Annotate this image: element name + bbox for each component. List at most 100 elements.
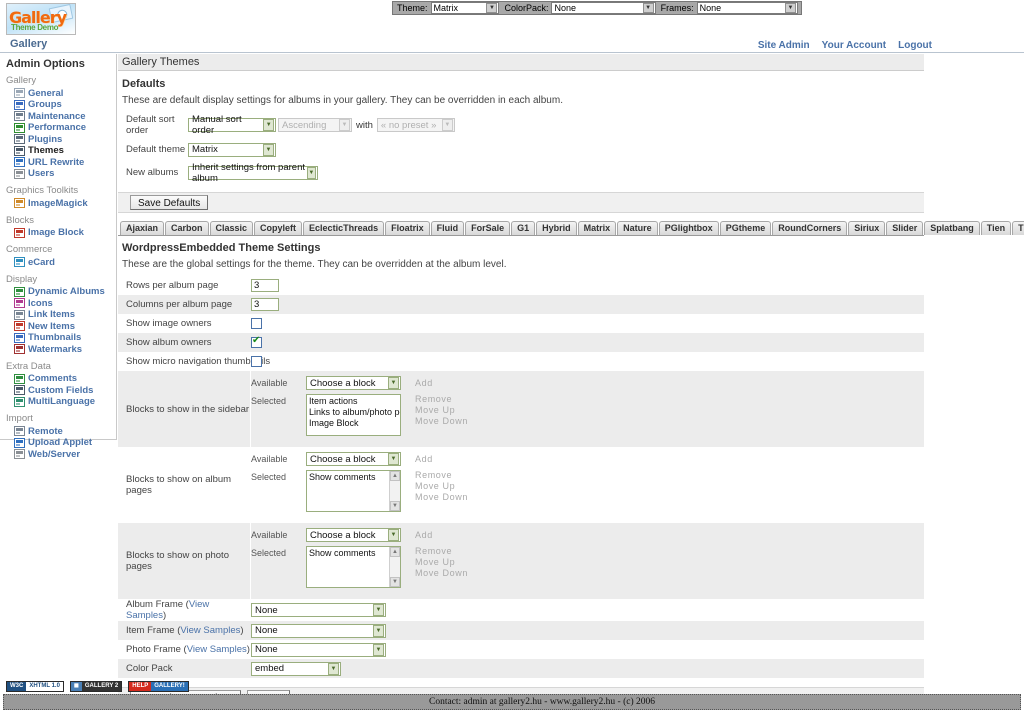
album-frame-view-samples-link[interactable]: View Samples: [126, 599, 210, 621]
tab-matrix[interactable]: Matrix: [577, 221, 617, 235]
item-frame-select[interactable]: None ▼: [251, 623, 386, 638]
color-pack-select[interactable]: embed ▼: [251, 661, 341, 676]
tab-siriux[interactable]: Siriux: [848, 221, 886, 235]
site-admin-link[interactable]: Site Admin: [757, 40, 810, 51]
add-block-button[interactable]: Add: [415, 454, 433, 464]
tab-ajaxian[interactable]: Ajaxian: [120, 221, 165, 235]
tab-forsale[interactable]: ForSale: [465, 221, 511, 235]
scroll-down-icon[interactable]: ▼: [390, 577, 400, 587]
tab-slider[interactable]: Slider: [886, 221, 924, 235]
save-defaults-button[interactable]: Save Defaults: [130, 195, 209, 210]
sidebar-item-themes[interactable]: Themes: [6, 145, 116, 158]
rows-per-page-input[interactable]: 3: [251, 279, 279, 292]
breadcrumb[interactable]: Gallery: [10, 38, 48, 50]
tab-g1[interactable]: G1: [511, 221, 536, 235]
move-up-button[interactable]: Move Up: [415, 557, 456, 567]
selected-block-item[interactable]: Show comments: [309, 472, 376, 482]
move-up-button[interactable]: Move Up: [415, 405, 456, 415]
selected-block-item[interactable]: Image Block: [309, 418, 359, 428]
your-account-link[interactable]: Your Account: [821, 40, 887, 51]
move-down-button[interactable]: Move Down: [415, 568, 468, 578]
sidebar-item-general[interactable]: General: [6, 88, 116, 100]
add-block-button[interactable]: Add: [415, 530, 433, 540]
tab-copyleft[interactable]: Copyleft: [254, 221, 303, 235]
cols-per-page-input[interactable]: 3: [251, 298, 279, 311]
tab-tien[interactable]: Tien: [980, 221, 1012, 235]
sidebar-item-new-items[interactable]: New Items: [6, 321, 116, 333]
sidebar-item-comments[interactable]: Comments: [6, 373, 116, 386]
tab-pglightbox[interactable]: PGlightbox: [658, 221, 719, 235]
selected-block-item[interactable]: Show comments: [309, 548, 376, 558]
scroll-up-icon[interactable]: ▲: [390, 471, 400, 481]
sidebar-item-icons[interactable]: Icons: [6, 298, 116, 310]
preset-select[interactable]: « no preset » ▼: [376, 118, 455, 132]
new-albums-select[interactable]: Inherit settings from parent album ▼: [188, 162, 318, 184]
sidebar-item-link-items[interactable]: Link Items: [6, 309, 116, 322]
add-block-button[interactable]: Add: [415, 378, 433, 388]
tab-floatrix[interactable]: Floatrix: [385, 221, 430, 235]
tab-nature[interactable]: Nature: [617, 221, 658, 235]
selected-block-item[interactable]: Links to album/photo peers: [309, 407, 400, 417]
sidebar-item-thumbnails[interactable]: Thumbnails: [6, 332, 116, 345]
sidebar-item-plugins[interactable]: Plugins: [6, 134, 116, 146]
sidebar-item-ecard[interactable]: eCard: [6, 257, 116, 269]
default-theme-select[interactable]: Matrix ▼: [188, 142, 276, 157]
item-frame-view-samples-link[interactable]: View Samples: [180, 625, 241, 636]
photo-frame-view-samples-link[interactable]: View Samples: [186, 644, 247, 655]
scroll-down-icon[interactable]: ▼: [390, 501, 400, 511]
sidebar-item-performance[interactable]: Performance: [6, 122, 116, 135]
tab-pgtheme[interactable]: PGtheme: [719, 221, 772, 235]
tab-splatbang[interactable]: Splatbang: [924, 221, 980, 235]
tab-tile[interactable]: Tile: [1012, 221, 1024, 235]
sort-direction-select[interactable]: Ascending ▼: [278, 118, 352, 132]
move-up-button[interactable]: Move Up: [415, 481, 456, 491]
sidebar-item-web-server[interactable]: Web/Server: [6, 449, 116, 461]
scroll-up-icon[interactable]: ▲: [390, 547, 400, 557]
move-down-button[interactable]: Move Down: [415, 492, 468, 502]
sidebar-item-dynamic-albums[interactable]: Dynamic Albums: [6, 286, 116, 299]
sidebar-item-image-block[interactable]: Image Block: [6, 227, 116, 240]
album-frame-select[interactable]: None ▼: [251, 603, 386, 617]
listbox-scrollbar[interactable]: ▲ ▼: [389, 547, 400, 587]
sidebar-item-upload-applet[interactable]: Upload Applet: [6, 437, 116, 450]
sidebar-item-watermarks[interactable]: Watermarks: [6, 344, 116, 356]
listbox-scrollbar[interactable]: ▲ ▼: [389, 471, 400, 511]
selected-blocks-listbox[interactable]: Show comments ▲ ▼: [306, 470, 401, 512]
sidebar-item-multilanguage[interactable]: MultiLanguage: [6, 396, 116, 409]
help-gallery-badge[interactable]: HELP GALLERY!: [128, 681, 189, 692]
selected-blocks-listbox[interactable]: Show comments ▲ ▼: [306, 546, 401, 588]
available-block-select[interactable]: Choose a block ▼: [306, 376, 401, 390]
sidebar-item-imagemagick[interactable]: ImageMagick: [6, 198, 116, 210]
gallery2-badge[interactable]: ◼ GALLERY 2: [69, 681, 123, 692]
show-micro-nav-checkbox[interactable]: [251, 356, 262, 367]
photo-frame-select[interactable]: None ▼: [251, 642, 386, 657]
tab-hybrid[interactable]: Hybrid: [536, 221, 577, 235]
tab-eclecticthreads[interactable]: EclecticThreads: [303, 221, 385, 235]
available-block-select[interactable]: Choose a block ▼: [306, 452, 401, 466]
tab-classic[interactable]: Classic: [209, 221, 254, 235]
sidebar-item-custom-fields[interactable]: Custom Fields: [6, 385, 116, 397]
selected-block-item[interactable]: Item actions: [309, 396, 358, 406]
available-block-select[interactable]: Choose a block ▼: [306, 528, 401, 542]
remove-block-button[interactable]: Remove: [415, 394, 453, 404]
remove-block-button[interactable]: Remove: [415, 470, 453, 480]
colorpack-select[interactable]: None ▼: [551, 2, 656, 14]
logout-link[interactable]: Logout: [898, 40, 932, 51]
sidebar-item-remote[interactable]: Remote: [6, 426, 116, 438]
tab-roundcorners[interactable]: RoundCorners: [772, 221, 848, 235]
frames-select[interactable]: None ▼: [696, 2, 798, 14]
theme-select[interactable]: Matrix ▼: [430, 2, 500, 14]
sidebar-item-url-rewrite[interactable]: URL Rewrite: [6, 157, 116, 169]
tab-carbon[interactable]: Carbon: [165, 221, 209, 235]
sort-order-select[interactable]: Manual sort order ▼: [188, 114, 276, 136]
sidebar-item-groups[interactable]: Groups: [6, 99, 116, 112]
tab-fluid[interactable]: Fluid: [430, 221, 465, 235]
w3c-xhtml-badge[interactable]: W3C XHTML 1.0: [6, 681, 64, 692]
sidebar-item-users[interactable]: Users: [6, 168, 116, 181]
move-down-button[interactable]: Move Down: [415, 416, 468, 426]
remove-block-button[interactable]: Remove: [415, 546, 453, 556]
show-album-owners-checkbox[interactable]: [251, 335, 262, 348]
sidebar-item-maintenance[interactable]: Maintenance: [6, 111, 116, 123]
show-image-owners-checkbox[interactable]: [251, 318, 262, 329]
